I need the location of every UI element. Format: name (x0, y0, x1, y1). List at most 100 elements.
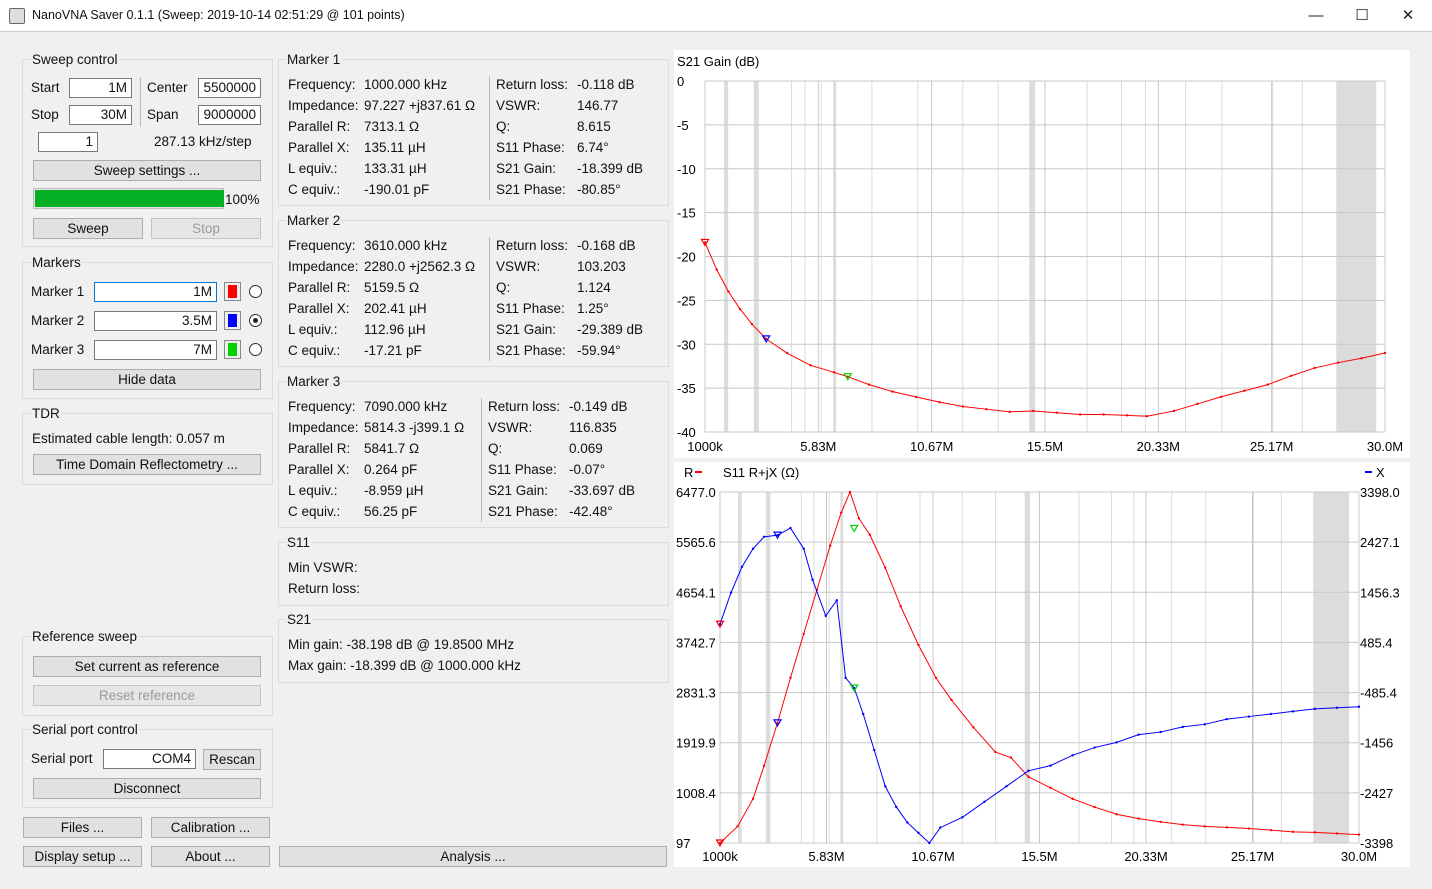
data-point (776, 533, 779, 537)
display-setup-button[interactable]: Display setup ... (23, 846, 142, 867)
y-tick-label-right: 485.4 (1360, 635, 1393, 650)
data-point (1008, 410, 1012, 414)
marker-frequency-input[interactable]: 3.5M (94, 311, 217, 331)
marker-detail-label: S21 Gain: (488, 483, 549, 498)
chart-band (1313, 492, 1350, 843)
data-point (718, 841, 722, 845)
y-tick-label-left: 5565.6 (676, 535, 716, 550)
data-point (1203, 825, 1206, 828)
x-tick-label: 15.5M (1021, 849, 1057, 864)
data-point (789, 526, 792, 530)
marker-frequency-input[interactable]: 1M (94, 282, 217, 302)
chart-band (961, 492, 963, 843)
maximize-button[interactable]: ☐ (1355, 7, 1369, 24)
serial-port-input[interactable]: COM4 (103, 749, 196, 769)
marker-detail-value: 8.615 (577, 119, 611, 134)
return-loss-label: Return loss: (288, 581, 361, 596)
marker-detail-label: VSWR: (488, 420, 533, 435)
data-point (1009, 756, 1013, 759)
marker-frequency-input[interactable]: 7M (94, 340, 217, 360)
marker-color-button[interactable] (224, 282, 241, 301)
marker-detail-separator (489, 237, 490, 361)
data-point (1203, 723, 1206, 726)
analysis-button[interactable]: Analysis ... (279, 846, 667, 867)
data-point (983, 800, 986, 803)
marker-select-radio[interactable] (249, 314, 262, 327)
title-bar: NanoVNA Saver 0.1.1 (Sweep: 2019-10-14 0… (0, 0, 1432, 32)
data-point (906, 821, 909, 824)
segments-input[interactable]: 1 (38, 132, 98, 152)
sweep-button[interactable]: Sweep (33, 218, 143, 239)
marker-detail-label: Parallel R: (288, 119, 351, 134)
disconnect-button[interactable]: Disconnect (33, 778, 261, 799)
data-point (1181, 725, 1184, 729)
reset-reference-button[interactable]: Reset reference (33, 685, 261, 706)
marker-detail-label: Impedance: (288, 259, 359, 274)
data-point (751, 547, 755, 550)
data-point (891, 390, 894, 393)
marker-detail-label: S11 Phase: (496, 140, 565, 155)
marker-select-radio[interactable] (249, 285, 262, 298)
span-input[interactable]: 9000000 (198, 105, 261, 125)
data-point (1032, 409, 1035, 413)
files-button[interactable]: Files ... (23, 817, 142, 838)
marker-detail-label: L equiv.: (288, 322, 338, 337)
data-point (1115, 813, 1118, 816)
marker-triangle (715, 839, 725, 848)
start-input[interactable]: 1M (69, 78, 132, 98)
data-point (873, 748, 876, 752)
marker-detail-value: 116.835 (569, 420, 617, 435)
y-tick-label: -25 (677, 293, 696, 308)
chart-band (876, 492, 878, 843)
marker-detail-value: 3610.000 kHz (364, 238, 448, 253)
data-point (789, 676, 792, 679)
marker-color-swatch (228, 314, 237, 327)
marker-detail-separator (489, 76, 490, 200)
s11-summary-title: S11 (286, 535, 312, 550)
tdr-group (22, 413, 273, 485)
marker-detail-value: 103.203 (577, 259, 626, 274)
center-input[interactable]: 5500000 (198, 78, 261, 98)
chart-band (800, 492, 802, 843)
marker-label: Marker 1 (31, 284, 85, 299)
data-point (1027, 775, 1030, 779)
data-point (884, 566, 887, 569)
s21-gain-chart[interactable]: 0 -5 -10 -15 -20 -25 -30 -35 -40 1000k 5.83M 10.67M… (674, 50, 1410, 458)
marker-triangle (700, 238, 710, 247)
stop-input[interactable]: 30M (69, 105, 132, 125)
minimize-button[interactable]: — (1308, 7, 1324, 24)
marker-color-button[interactable] (224, 311, 241, 330)
marker-detail-value: -8.959 µH (364, 483, 424, 498)
rescan-button[interactable]: Rescan (203, 749, 261, 770)
sweep-settings-button[interactable]: Sweep settings ... (33, 160, 261, 181)
x-tick-label: 10.67M (910, 439, 953, 454)
marker-select-radio[interactable] (249, 343, 262, 356)
marker-color-button[interactable] (224, 340, 241, 359)
y-tick-label-right: -2427 (1360, 786, 1393, 801)
marker-detail-label: Parallel R: (288, 441, 351, 456)
y-tick-label-left: 6477.0 (676, 485, 716, 500)
data-point (1125, 414, 1129, 417)
data-point (972, 726, 975, 729)
data-point (1027, 769, 1030, 772)
set-reference-button[interactable]: Set current as reference (33, 656, 261, 677)
tdr-button[interactable]: Time Domain Reflectometry ... (33, 454, 261, 475)
hide-data-button[interactable]: Hide data (33, 369, 261, 390)
close-button[interactable]: ✕ (1401, 7, 1415, 24)
about-button[interactable]: About ... (151, 846, 270, 867)
s11-rjx-chart[interactable]: 6477.0 5565.6 4654.1 3742.7 2831.3 1919.9 1008… (674, 462, 1410, 867)
marker-triangle (849, 524, 859, 533)
data-point (1049, 764, 1052, 767)
marker-detail-label: S21 Gain: (496, 161, 557, 176)
calibration-button[interactable]: Calibration ... (151, 817, 270, 838)
marker-detail-group (278, 59, 669, 206)
data-point (961, 816, 964, 819)
marker-detail-label: Frequency: (288, 77, 356, 92)
min-vswr-label: Min VSWR: (288, 560, 358, 575)
chart-band (1280, 492, 1282, 843)
marker-detail-title: Marker 1 (286, 52, 342, 67)
chart-band (840, 492, 844, 843)
marker-detail-value: -59.94° (577, 343, 621, 358)
data-point (1243, 389, 1246, 392)
stop-sweep-button[interactable]: Stop (151, 218, 261, 239)
